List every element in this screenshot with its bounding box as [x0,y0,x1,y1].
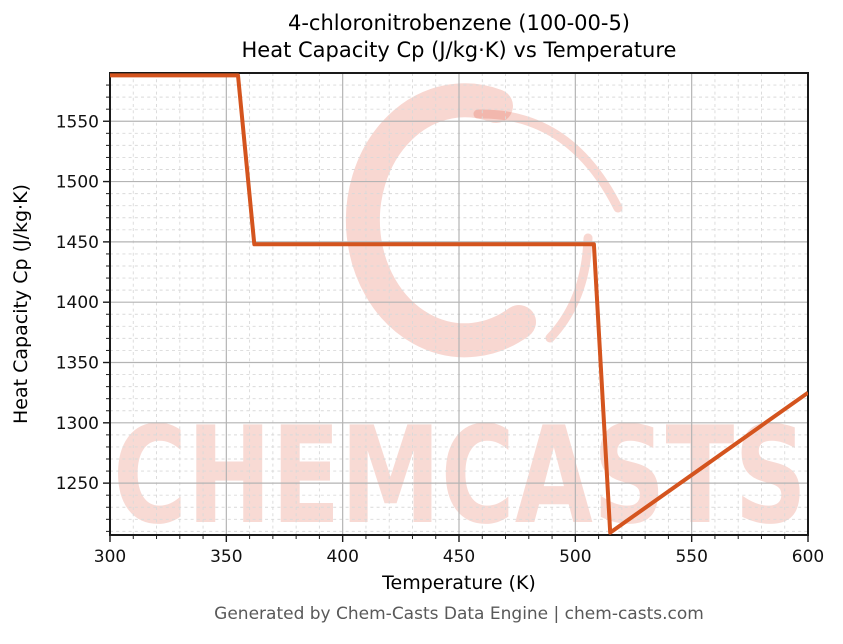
x-axis-label: Temperature (K) [382,572,536,594]
y-tick-label: 1550 [56,112,99,132]
watermark-c-logo-tail-icon [473,109,623,213]
chart-title-line2: Heat Capacity Cp (J/kg·K) vs Temperature [241,38,677,62]
x-tick-label: 400 [326,547,358,567]
x-tick-label: 450 [443,547,475,567]
y-tick-label: 1250 [56,474,99,494]
chart-title: 4-chloronitrobenzene (100-00-5) Heat Cap… [110,10,808,64]
minor-tick-marks [106,84,786,539]
chart-title-line1: 4-chloronitrobenzene (100-00-5) [287,11,630,35]
y-tick-label: 1450 [56,233,99,253]
y-tick-label: 1500 [56,173,99,193]
y-axis-label: Heat Capacity Cp (J/kg·K) [10,184,32,424]
watermark-c-logo-flick-icon [545,233,593,343]
x-tick-label: 500 [559,547,591,567]
x-tick-label: 350 [210,547,242,567]
x-tick-label: 600 [792,547,824,567]
watermark-group: CHEMCASTS [113,83,807,554]
footer-text: Generated by Chem-Casts Data Engine | ch… [214,604,704,624]
x-tick-label: 550 [675,547,707,567]
y-tick-label: 1400 [56,293,99,313]
heat-capacity-line-series [110,73,808,535]
major-grid [110,73,808,535]
watermark-text: CHEMCASTS [113,398,807,554]
tick-marks [103,120,809,542]
x-tick-label: 300 [94,547,126,567]
y-tick-label: 1300 [56,414,99,434]
tick-labels: 300 350 400 450 500 550 600 1250 1300 1350 1400 145… [56,112,824,567]
watermark-c-logo-icon [345,83,536,358]
y-tick-label: 1350 [56,354,99,374]
